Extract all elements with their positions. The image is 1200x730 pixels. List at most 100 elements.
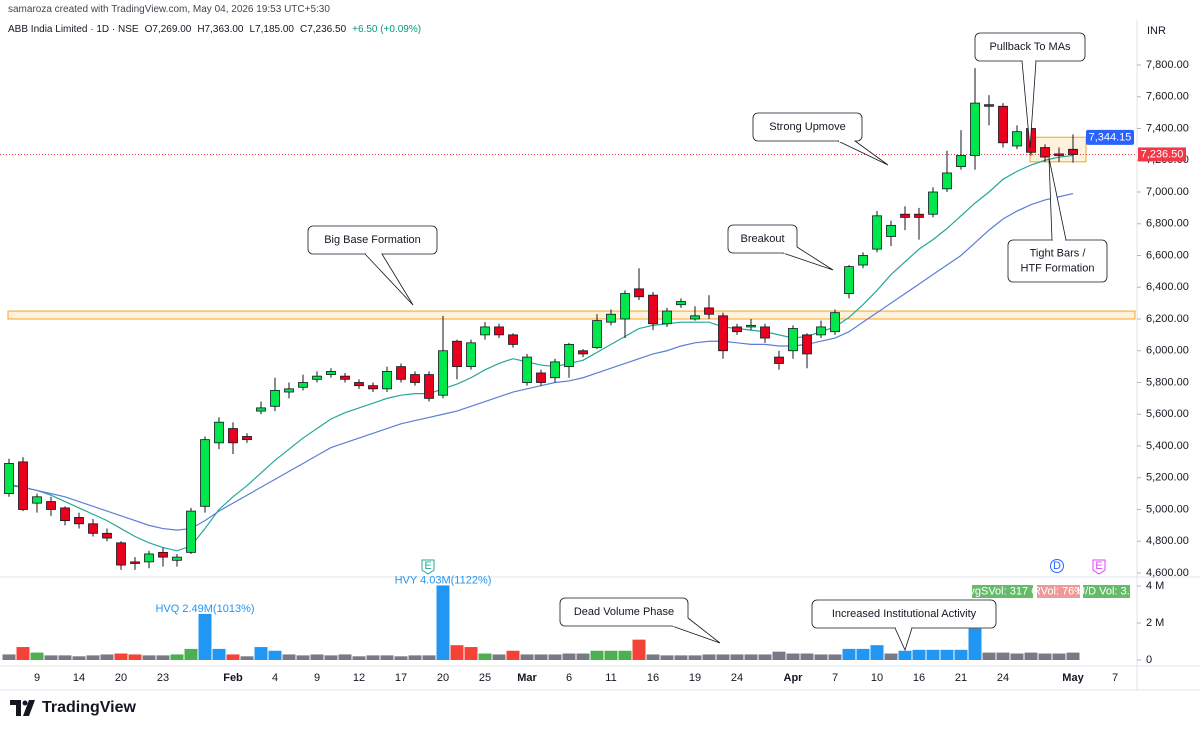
candle-body	[172, 556, 182, 561]
last-price-box	[1138, 147, 1186, 162]
y-tick-label: 6,800.00	[1146, 218, 1189, 230]
volume-bar	[968, 628, 982, 660]
volume-tick-label: 2 M	[1146, 617, 1164, 629]
volume-bar	[814, 654, 828, 660]
candle-body	[228, 428, 238, 444]
zone	[7, 310, 1136, 320]
volume-bar	[688, 655, 702, 660]
event-label: E	[1095, 560, 1102, 572]
candle-body	[760, 326, 770, 339]
volume-bar	[1066, 652, 1080, 660]
candle-body	[452, 340, 462, 368]
volume-bar	[30, 652, 44, 660]
candle-body	[494, 326, 504, 336]
candle-body	[592, 320, 602, 348]
candle-body	[970, 102, 980, 156]
candle-body	[830, 312, 840, 333]
marker-price-box	[1086, 129, 1134, 145]
event-icon	[1092, 559, 1106, 575]
ohlc-high: H7,363.00	[197, 24, 244, 35]
volume-bar	[856, 648, 870, 660]
candle-body	[928, 191, 938, 215]
candle-body	[844, 266, 854, 294]
x-tick-label: 12	[353, 672, 365, 684]
y-tick-label: 5,600.00	[1146, 408, 1189, 420]
y-tick-label: 5,400.00	[1146, 440, 1189, 452]
candle-body	[732, 326, 742, 333]
event-icon	[421, 559, 435, 575]
candle-body	[648, 294, 658, 325]
y-tick-label: 7,800.00	[1146, 59, 1189, 71]
volume-bar	[226, 654, 240, 660]
volume-bar	[786, 653, 800, 660]
candle-body	[60, 507, 70, 522]
candle-body	[18, 461, 28, 510]
volume-bar	[506, 650, 520, 660]
volume-bar	[534, 654, 548, 660]
candle-body	[46, 501, 56, 510]
volume-bar	[800, 653, 814, 660]
volume-bar	[478, 653, 492, 660]
callout-box	[727, 224, 798, 254]
credit: samaroza created with TradingView.com, M…	[8, 4, 330, 15]
badge-label: RVol: 76%	[1033, 585, 1084, 597]
callout-join	[672, 617, 688, 627]
volume-bar	[660, 655, 674, 660]
volume-bar	[926, 649, 940, 660]
volume-bar	[590, 650, 604, 660]
x-tick-label: 24	[997, 672, 1009, 684]
volume-bar	[954, 649, 968, 660]
candle-body	[718, 315, 728, 352]
x-tick-label: 20	[115, 672, 127, 684]
volume-bar	[100, 654, 114, 660]
candle-body	[676, 301, 686, 306]
volume-bar	[422, 655, 436, 660]
x-tick-label: 25	[479, 672, 491, 684]
volume-bar	[702, 654, 716, 660]
volume-tick-label: 0	[1146, 654, 1152, 666]
volume-bar	[282, 654, 296, 660]
candle-body	[284, 388, 294, 393]
volume-bar	[2, 654, 16, 660]
badge	[972, 585, 1033, 598]
volume-bar	[156, 655, 170, 660]
ohlc-open: O7,269.00	[144, 24, 192, 35]
logo-text: TradingView	[42, 699, 136, 716]
candle-body	[32, 496, 42, 504]
x-tick-label: Apr	[784, 672, 804, 684]
volume-bar	[324, 655, 338, 660]
candle-body	[298, 382, 308, 388]
candle-body	[858, 255, 868, 266]
callout-join	[783, 246, 797, 254]
volume-bar	[996, 652, 1010, 660]
y-tick-label: 6,400.00	[1146, 281, 1189, 293]
volume-bar	[464, 647, 478, 660]
candle-body	[438, 350, 448, 396]
volume-bar	[884, 653, 898, 660]
volume-label: HVY 4.03M(1122%)	[395, 574, 492, 586]
volume-bar	[184, 648, 198, 660]
candle-body	[620, 293, 630, 320]
x-tick-label: 7	[1112, 672, 1118, 684]
candle-body	[942, 172, 952, 190]
candle-body	[788, 328, 798, 352]
ohlc-close: C7,236.50	[299, 24, 347, 35]
candle-body	[634, 288, 644, 298]
logo: TradingView	[10, 699, 136, 717]
callout-tail	[1048, 157, 1067, 241]
candle-body	[536, 372, 546, 383]
volume-bar	[310, 654, 324, 660]
volume-bar	[114, 653, 128, 660]
x-tick-label: 9	[314, 672, 320, 684]
y-tick-label: 7,400.00	[1146, 122, 1189, 134]
y-tick-label: 6,200.00	[1146, 313, 1189, 325]
x-tick-label: 10	[871, 672, 883, 684]
candle-body	[480, 326, 490, 336]
candle-body	[1040, 147, 1050, 158]
x-tick-label: 11	[605, 672, 616, 684]
volume-bar	[352, 656, 366, 660]
badge-label: AvgSVol: 317 Cr	[962, 585, 1043, 597]
y-tick-label: 7,000.00	[1146, 186, 1189, 198]
